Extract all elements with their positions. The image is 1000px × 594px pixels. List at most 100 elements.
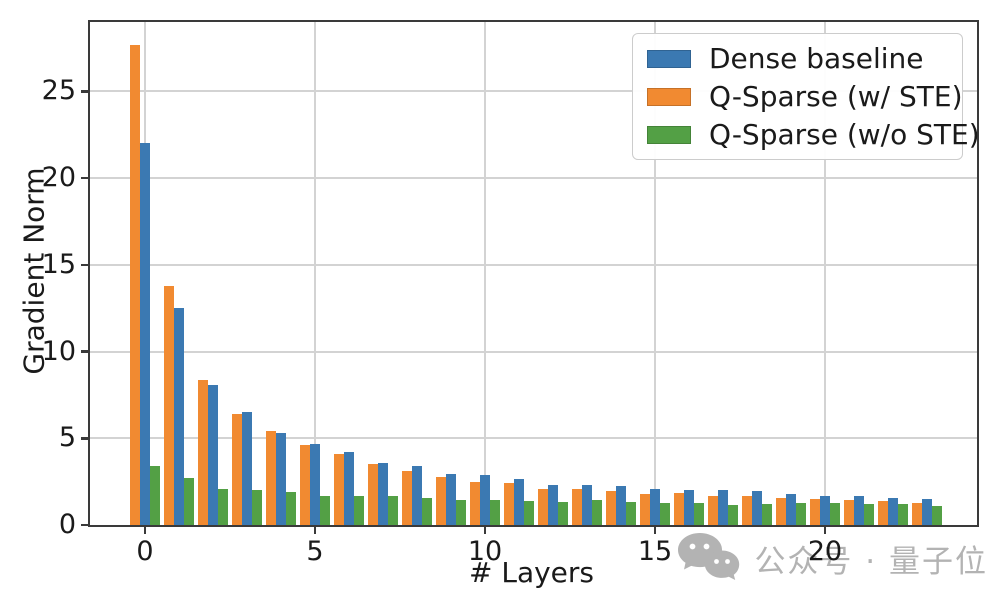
bar — [310, 444, 320, 525]
bar — [456, 499, 466, 525]
legend-label: Q-Sparse (w/o STE) — [709, 118, 980, 151]
bar — [446, 473, 456, 525]
bar — [368, 464, 378, 525]
x-tick-label: 20 — [807, 536, 843, 567]
gridline-vertical — [654, 22, 656, 525]
bar — [378, 462, 388, 525]
bar — [616, 485, 626, 525]
legend-item: Dense baseline — [647, 42, 948, 75]
bar — [684, 490, 694, 525]
bar — [504, 483, 514, 525]
x-axis-label: # Layers — [468, 556, 594, 589]
x-tick-mark — [653, 527, 657, 534]
bar — [626, 502, 636, 525]
bar — [912, 503, 922, 525]
bar — [208, 384, 218, 525]
bar — [344, 452, 354, 525]
bar — [708, 496, 718, 525]
x-tick-label: 0 — [136, 536, 154, 567]
bar — [164, 285, 174, 525]
legend-color-swatch-icon — [647, 125, 691, 144]
bar — [252, 490, 262, 525]
legend-color-swatch-icon — [647, 49, 691, 68]
bar — [490, 499, 500, 525]
y-tick-label: 5 — [58, 422, 76, 454]
y-tick-mark — [81, 350, 88, 353]
bar — [674, 492, 684, 525]
bar — [388, 496, 398, 525]
bar — [286, 492, 296, 525]
gridline-horizontal — [90, 263, 977, 266]
y-tick-mark — [81, 176, 88, 180]
legend-item: Q-Sparse (w/ STE) — [647, 80, 963, 113]
bar — [796, 503, 806, 525]
bar — [752, 491, 762, 525]
bar — [810, 498, 820, 525]
x-tick-mark — [313, 527, 317, 534]
watermark-text: 公众号 · 量子位 — [754, 543, 988, 580]
wechat-icon — [678, 533, 740, 580]
bar — [762, 504, 772, 525]
gridline-horizontal — [90, 90, 977, 93]
y-tick-mark — [81, 263, 88, 267]
bar — [300, 445, 310, 525]
bar — [592, 499, 602, 525]
bar — [640, 493, 650, 525]
bar — [514, 479, 524, 525]
bar — [320, 495, 330, 525]
x-tick-mark — [143, 527, 147, 534]
x-tick-mark — [483, 527, 487, 534]
bar — [922, 498, 932, 525]
gridline-horizontal — [90, 177, 977, 180]
bar — [898, 504, 908, 525]
bar — [830, 503, 840, 525]
bar — [844, 499, 854, 525]
bar — [728, 505, 738, 525]
legend-label: Q-Sparse (w/ STE) — [709, 80, 963, 113]
x-tick-label: 5 — [306, 536, 324, 567]
bar — [402, 471, 412, 525]
bar — [334, 453, 344, 525]
bar — [650, 489, 660, 525]
bar — [198, 380, 208, 525]
bar — [436, 477, 446, 525]
bar — [232, 414, 242, 525]
y-tick-label: 10 — [41, 335, 76, 367]
y-tick-mark — [81, 523, 88, 527]
bar — [582, 485, 592, 525]
bar — [548, 485, 558, 525]
x-tick-mark — [823, 527, 827, 534]
y-tick-mark — [81, 90, 88, 93]
bar — [888, 498, 898, 525]
gridline-horizontal — [90, 437, 977, 440]
gridline-vertical — [824, 22, 826, 525]
bar — [242, 412, 252, 525]
bar — [932, 505, 942, 525]
bar — [864, 504, 874, 525]
bar — [276, 433, 286, 525]
legend-item: Q-Sparse (w/o STE) — [647, 118, 980, 151]
y-tick-label: 15 — [41, 248, 76, 280]
gridline-vertical — [484, 22, 486, 525]
bar — [820, 496, 830, 525]
y-tick-mark — [81, 437, 88, 440]
bar — [174, 308, 184, 525]
bar — [354, 496, 364, 525]
gridline-horizontal — [90, 350, 977, 353]
bar — [218, 488, 228, 525]
bar — [742, 496, 752, 525]
legend-label: Dense baseline — [709, 42, 924, 75]
watermark: 公众号 · 量子位 — [676, 531, 988, 585]
bar — [422, 498, 432, 525]
bar — [572, 488, 582, 525]
bar — [480, 474, 490, 525]
legend: Dense baseline Q-Sparse (w/ STE) Q-Sparse … — [632, 33, 980, 160]
y-tick-label: 0 — [58, 509, 76, 540]
bar — [184, 478, 194, 525]
gridline-vertical — [314, 22, 316, 525]
bar — [854, 495, 864, 525]
bar — [470, 481, 480, 525]
bar — [412, 466, 422, 525]
bar — [660, 503, 670, 525]
